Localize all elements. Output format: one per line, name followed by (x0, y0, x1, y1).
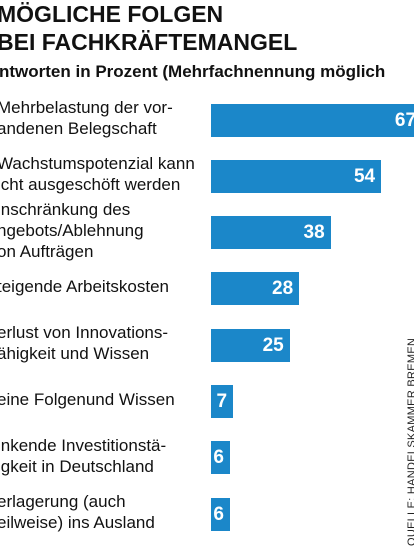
chart-title: MÖGLICHE FOLGEN BEI FACHKRÄFTEMANGEL (0, 1, 298, 55)
bar (211, 497, 230, 531)
bar (211, 216, 331, 250)
value-label: 7 (216, 391, 228, 412)
value-label: 6 (213, 447, 224, 469)
category-label: erlust von Innovations- ähigkeit und Wis… (0, 323, 169, 364)
value-label: 6 (213, 503, 224, 525)
category-label: teigende Arbeitskosten (0, 277, 170, 297)
bar (211, 385, 234, 418)
bar (211, 328, 290, 362)
category-label: Wachstumspotenzial kann icht ausgeschöft… (0, 154, 195, 195)
value-label: 54 (353, 165, 376, 187)
category-label: erlagerung (auch eilweise) ins Ausland (0, 492, 155, 533)
source: QUELLE: HANDELSKAMMER BREMEN (406, 337, 414, 546)
bar (211, 272, 300, 306)
bar (211, 103, 414, 137)
chart-subtitle: ntworten in Prozent (Mehrfachnennung mög… (0, 62, 386, 81)
value-label: 25 (262, 334, 284, 356)
category-label: Mehrbelastung der vor- andenen Belegscha… (0, 98, 173, 138)
value-label: 38 (303, 222, 325, 244)
bar (211, 159, 382, 193)
category-label: inschränkung des ngebots/Ablehnung on Au… (0, 200, 144, 262)
category-label: eine Folgenund Wissen (0, 390, 175, 409)
value-label: 28 (272, 278, 294, 300)
category-label: inkende Investitionstä- igkeit in Deutsc… (0, 435, 167, 476)
bar (211, 441, 230, 475)
value-label: 67 (394, 109, 414, 131)
